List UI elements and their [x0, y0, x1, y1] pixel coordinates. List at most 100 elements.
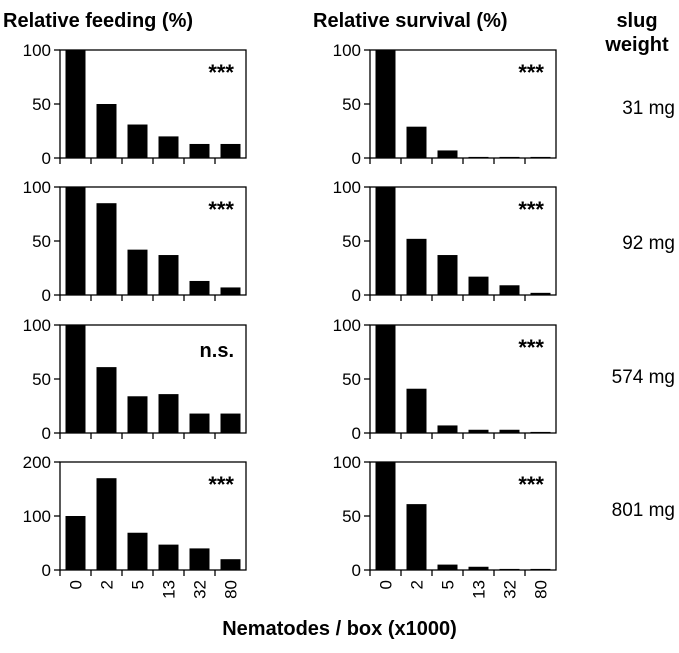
r1-survival-ytick-label-0: 0 — [352, 149, 361, 168]
r4-survival-bar-13 — [468, 566, 489, 570]
r1-survival-bar-5 — [437, 150, 458, 158]
weight-title-line2: weight — [605, 34, 669, 56]
r2-survival-bar-80 — [530, 292, 551, 295]
weight-label-row4: 801 mg — [611, 500, 675, 521]
r3-survival-bar-0 — [375, 325, 396, 433]
r3-survival-ytick-label-0: 0 — [352, 424, 361, 443]
r3-feeding-significance: n.s. — [200, 340, 234, 362]
r2-feeding-bar-80 — [220, 287, 241, 295]
r1-feeding-significance: *** — [208, 60, 234, 85]
r3-feeding-bar-0 — [65, 325, 86, 433]
r1-feeding-ytick-label-2: 100 — [23, 41, 51, 60]
survival-column-title: Relative survival (%) — [313, 10, 508, 32]
r2-feeding-bar-13 — [158, 255, 179, 295]
r4-survival-ytick-label-0: 0 — [352, 561, 361, 580]
r4-survival-xtick-label-80: 80 — [532, 580, 551, 599]
r3-survival-significance: *** — [518, 335, 544, 360]
r2-feeding-bar-5 — [127, 249, 148, 295]
r3-feeding-ytick-label-0: 0 — [42, 424, 51, 443]
r3-feeding-bar-13 — [158, 394, 179, 433]
weight-label-row3: 574 mg — [611, 367, 675, 388]
r4-feeding-xtick-label-2: 2 — [98, 580, 117, 589]
r1-feeding-bar-0 — [65, 50, 86, 158]
r4-feeding-bar-0 — [65, 516, 86, 570]
r4-survival-bar-80 — [530, 568, 551, 570]
r2-survival-bar-0 — [375, 187, 396, 295]
r3-feeding-bar-32 — [189, 413, 210, 433]
r1-survival-bar-0 — [375, 50, 396, 158]
r1-survival-ytick-label-2: 100 — [333, 41, 361, 60]
r4-survival-bar-0 — [375, 462, 396, 570]
r1-feeding-bar-32 — [189, 143, 210, 158]
r2-feeding-significance: *** — [208, 197, 234, 222]
r2-survival-ytick-label-1: 50 — [342, 232, 361, 251]
r1-feeding-ytick-label-0: 0 — [42, 149, 51, 168]
r3-feeding-ytick-label-1: 50 — [32, 370, 51, 389]
r4-feeding-bar-80 — [220, 559, 241, 570]
r4-feeding-xtick-label-80: 80 — [222, 580, 241, 599]
r1-survival-bar-80 — [530, 156, 551, 158]
weight-label-row1: 31 mg — [622, 98, 675, 119]
r1-survival-ytick-label-1: 50 — [342, 95, 361, 114]
r4-feeding-xtick-label-0: 0 — [67, 580, 86, 589]
r3-survival-ytick-label-1: 50 — [342, 370, 361, 389]
r2-feeding-bar-32 — [189, 280, 210, 295]
r4-feeding-bar-2 — [96, 478, 117, 570]
r4-survival-xtick-label-2: 2 — [408, 580, 427, 589]
r4-feeding-ytick-label-2: 200 — [23, 453, 51, 472]
r2-survival-ytick-label-0: 0 — [352, 286, 361, 305]
r3-survival-bar-80 — [530, 431, 551, 433]
r1-feeding-bar-80 — [220, 143, 241, 158]
r4-survival-xtick-label-0: 0 — [377, 580, 396, 589]
r4-survival-xtick-label-5: 5 — [439, 580, 458, 589]
r3-survival-bar-5 — [437, 425, 458, 433]
r2-feeding-ytick-label-0: 0 — [42, 286, 51, 305]
r3-survival-bar-2 — [406, 388, 427, 433]
r4-survival-bar-32 — [499, 568, 520, 570]
r2-feeding-ytick-label-1: 50 — [32, 232, 51, 251]
r4-feeding-significance: *** — [208, 472, 234, 497]
r4-feeding-xtick-label-13: 13 — [160, 580, 179, 599]
r1-survival-bar-2 — [406, 126, 427, 158]
r4-survival-ytick-label-1: 50 — [342, 507, 361, 526]
r2-feeding-ytick-label-2: 100 — [23, 178, 51, 197]
r4-feeding-xtick-label-5: 5 — [129, 580, 148, 589]
r4-survival-bar-5 — [437, 564, 458, 570]
r1-survival-bar-13 — [468, 156, 489, 158]
r4-survival-bar-2 — [406, 504, 427, 570]
feeding-column-title: Relative feeding (%) — [3, 10, 194, 32]
r4-survival-ytick-label-2: 100 — [333, 453, 361, 472]
weight-label-row2: 92 mg — [622, 233, 675, 254]
r3-feeding-bar-5 — [127, 396, 148, 433]
r4-feeding-ytick-label-0: 0 — [42, 561, 51, 580]
r4-feeding-xtick-label-32: 32 — [191, 580, 210, 599]
r1-feeding-bar-5 — [127, 124, 148, 158]
r2-survival-bar-13 — [468, 276, 489, 295]
r2-survival-bar-2 — [406, 238, 427, 295]
x-axis-label: Nematodes / box (x1000) — [222, 618, 457, 640]
r3-feeding-ytick-label-2: 100 — [23, 316, 51, 335]
r4-survival-xtick-label-32: 32 — [501, 580, 520, 599]
r4-feeding-bar-5 — [127, 532, 148, 570]
r2-survival-bar-32 — [499, 285, 520, 295]
r3-feeding-bar-80 — [220, 413, 241, 433]
r2-feeding-bar-2 — [96, 203, 117, 295]
r4-feeding-bar-32 — [189, 548, 210, 570]
r1-survival-significance: *** — [518, 60, 544, 85]
r2-survival-significance: *** — [518, 197, 544, 222]
r3-survival-bar-13 — [468, 429, 489, 433]
r3-feeding-bar-2 — [96, 367, 117, 433]
r1-feeding-ytick-label-1: 50 — [32, 95, 51, 114]
r1-feeding-bar-13 — [158, 136, 179, 158]
r4-feeding-ytick-label-1: 100 — [23, 507, 51, 526]
r4-survival-xtick-label-13: 13 — [470, 580, 489, 599]
r3-survival-ytick-label-2: 100 — [333, 316, 361, 335]
r4-survival-significance: *** — [518, 472, 544, 497]
r2-feeding-bar-0 — [65, 187, 86, 295]
r1-survival-bar-32 — [499, 156, 520, 158]
r3-survival-bar-32 — [499, 429, 520, 433]
r2-survival-bar-5 — [437, 255, 458, 295]
r4-feeding-bar-13 — [158, 544, 179, 570]
r1-feeding-bar-2 — [96, 104, 117, 158]
